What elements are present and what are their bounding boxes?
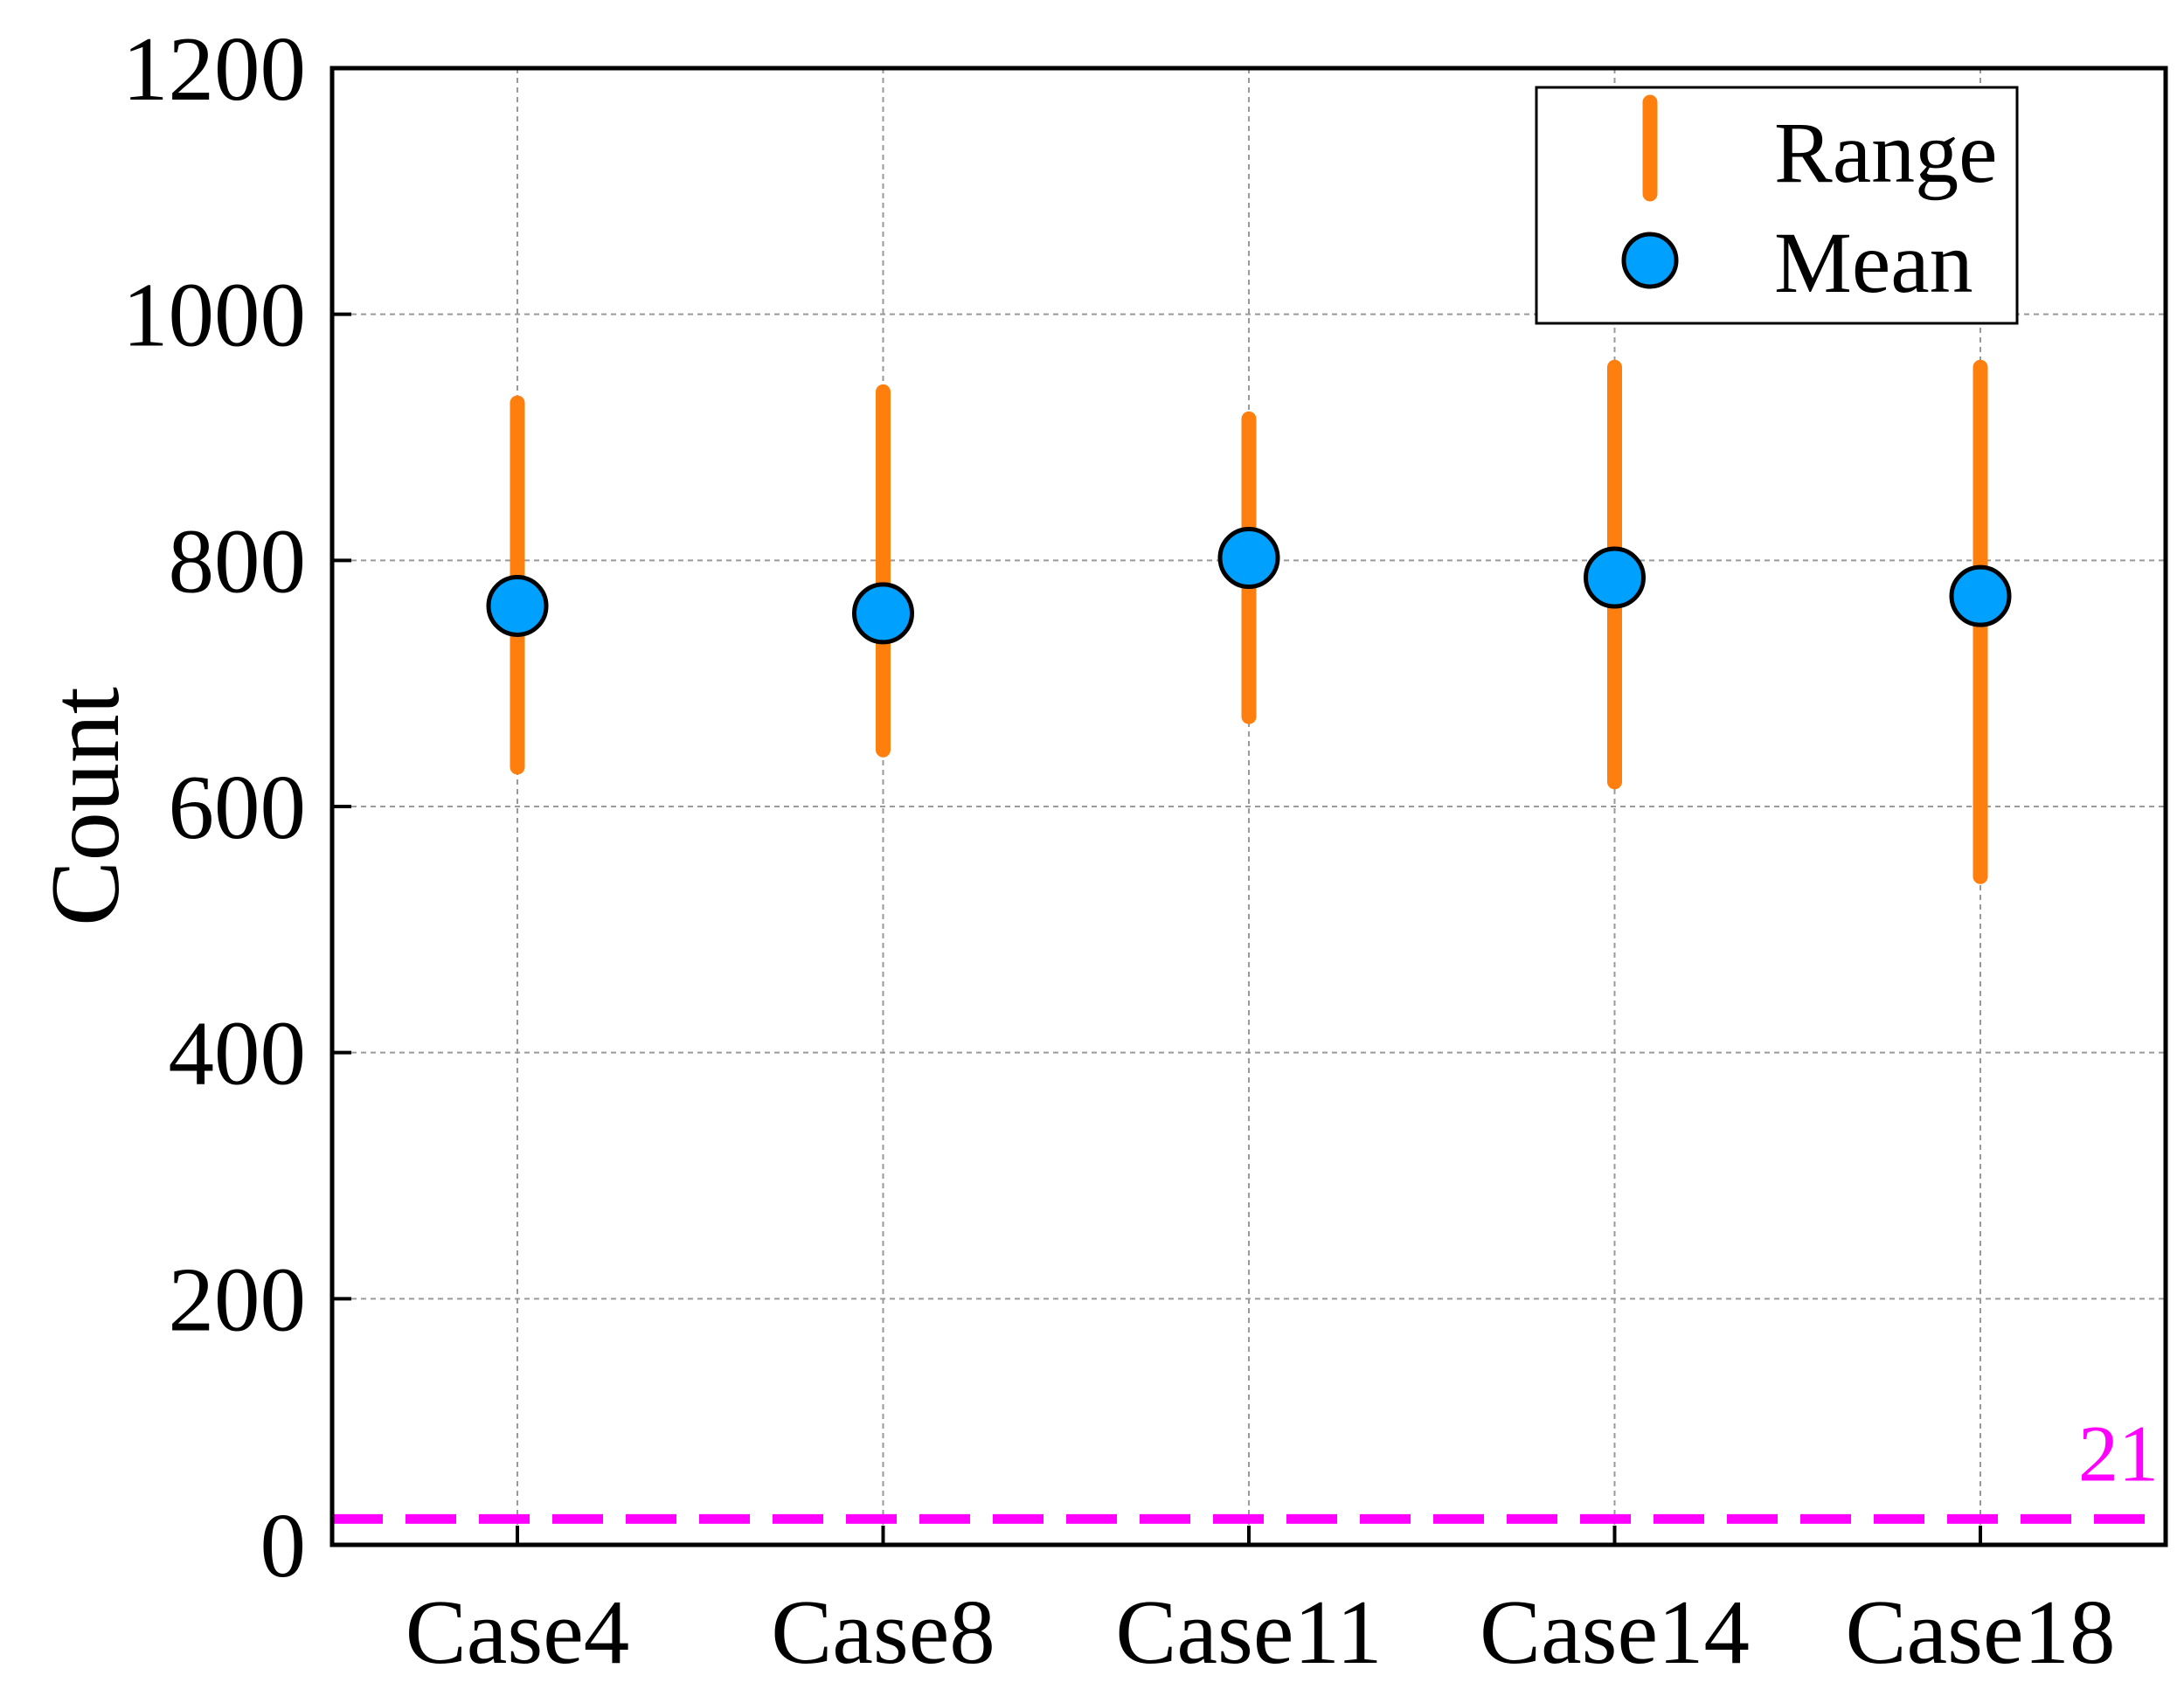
y-tick-labels: 0 200 400 600 800 1000 1200 — [122, 17, 306, 1596]
y-axis-title: Count — [31, 687, 140, 926]
y-tick-label-1200: 1200 — [122, 17, 306, 120]
y-tick-label-200: 200 — [169, 1248, 307, 1350]
mean-point-case4 — [486, 574, 549, 637]
x-tick-label-case11: Case11 — [1115, 1581, 1382, 1683]
axes — [329, 66, 2168, 1547]
x-tick-label-case4: Case4 — [406, 1581, 630, 1683]
legend: Range Mean — [1535, 86, 2019, 325]
reference-line-group: 21 — [332, 1409, 2166, 1524]
x-tick-label-case18: Case18 — [1845, 1581, 2115, 1683]
reference-line-label: 21 — [2078, 1409, 2159, 1498]
legend-range-label: Range — [1774, 104, 1997, 201]
y-tick-label-400: 400 — [169, 1002, 307, 1104]
legend-box — [1535, 86, 2019, 325]
y-tick-label-800: 800 — [169, 509, 307, 612]
legend-mean-label: Mean — [1774, 214, 1973, 311]
x-tick-label-case14: Case14 — [1480, 1581, 1750, 1683]
mean-point-case14 — [1584, 546, 1646, 609]
x-tick-label-case8: Case8 — [771, 1581, 995, 1683]
y-tick-label-600: 600 — [169, 756, 307, 858]
y-tick-label-0: 0 — [260, 1494, 307, 1596]
mean-series — [486, 527, 2012, 645]
mean-point-case18 — [1949, 564, 2012, 627]
y-tick-label-1000: 1000 — [122, 264, 306, 366]
x-tick-labels: Case4 Case8 Case11 Case14 Case18 — [406, 1581, 2116, 1683]
mean-point-case11 — [1217, 527, 1280, 590]
legend-mean-swatch — [1621, 232, 1679, 289]
mean-point-case8 — [852, 582, 914, 645]
